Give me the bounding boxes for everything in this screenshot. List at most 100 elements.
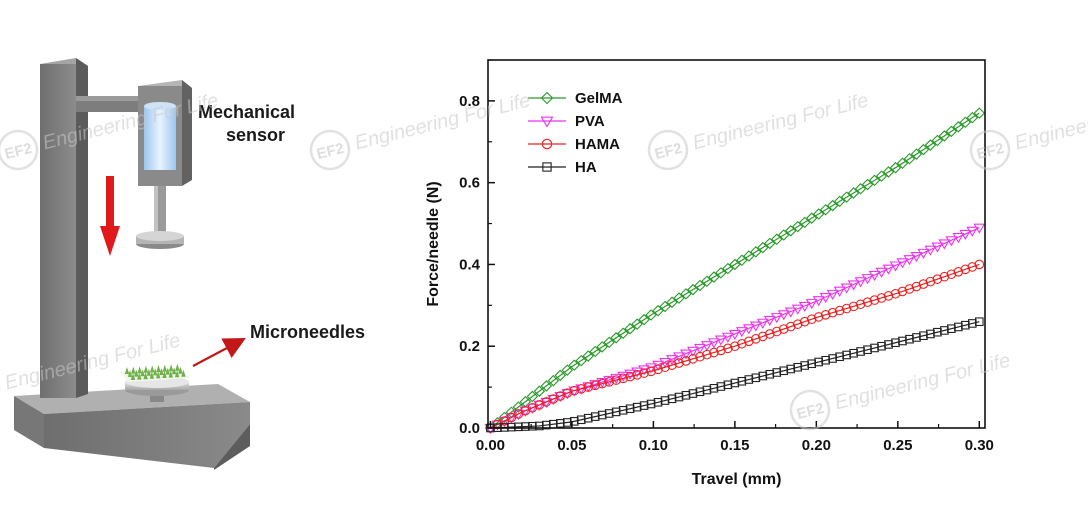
series-pva (484, 223, 986, 435)
data-point (938, 130, 951, 142)
data-point (735, 327, 748, 338)
data-point (708, 271, 720, 283)
legend-item-gelma: GelMA (528, 90, 623, 107)
data-point (569, 385, 580, 396)
data-point (666, 296, 678, 309)
data-point (945, 125, 958, 138)
series-gelma (484, 107, 986, 434)
data-point (833, 195, 846, 208)
data-point (847, 280, 860, 291)
sensor-housing (138, 80, 192, 186)
data-point (897, 286, 908, 297)
data-point (632, 370, 642, 380)
y-tick-label: 0.2 (459, 338, 480, 355)
data-point (660, 362, 670, 373)
data-point (959, 229, 972, 241)
data-point (673, 292, 685, 304)
legend: GelMA PVA HAMA HA (528, 90, 623, 176)
plot-frame (487, 59, 986, 429)
data-point (730, 341, 740, 352)
legend-item-ha: HA (528, 159, 597, 176)
data-point (924, 245, 937, 256)
data-point (667, 360, 677, 370)
microneedles-label: Microneedles (250, 322, 365, 342)
data-point (540, 380, 553, 392)
data-point (561, 364, 574, 376)
watermark-text: Engineering For Life (353, 89, 533, 154)
data-point (882, 264, 895, 275)
data-point (701, 275, 713, 288)
microneedle (150, 365, 155, 373)
data-point (693, 343, 706, 355)
data-point (791, 304, 804, 315)
microneedle (143, 372, 148, 380)
data-point (938, 239, 951, 250)
y-axis-title: Force/needle (N) (425, 181, 442, 306)
watermark-text: Engineering For Life (1013, 89, 1088, 154)
data-point (903, 152, 916, 165)
watermark-logo-icon (309, 129, 351, 171)
data-point (848, 301, 859, 312)
data-point (974, 317, 984, 326)
data-point (869, 295, 880, 305)
data-point (959, 116, 972, 129)
x-axis-title: Travel (mm) (692, 471, 782, 488)
apparatus-column (40, 58, 88, 398)
y-tick-label: 0.8 (459, 93, 480, 110)
data-point (541, 138, 553, 150)
data-point (827, 307, 838, 318)
data-point (799, 316, 810, 327)
data-point (847, 187, 860, 199)
x-tick-label: 0.15 (720, 437, 749, 454)
data-point (742, 324, 755, 335)
data-point (778, 324, 789, 334)
data-point (695, 351, 705, 362)
data-point (791, 220, 804, 233)
data-point (784, 225, 797, 237)
data-point (758, 331, 768, 342)
data-point (889, 161, 902, 174)
data-point (813, 312, 824, 322)
data-point (918, 279, 929, 289)
data-point (542, 162, 552, 172)
data-point (757, 241, 769, 254)
watermark-logo-text: EF2 (653, 140, 684, 163)
data-point (945, 236, 958, 247)
chart-marks (484, 107, 986, 435)
data-point (973, 223, 986, 234)
data-point (721, 332, 734, 343)
data-point (952, 121, 965, 133)
data-point (681, 356, 691, 366)
data-point (946, 269, 957, 280)
data-point (744, 336, 754, 347)
data-point (631, 318, 643, 330)
data-point (653, 364, 663, 375)
data-point (770, 233, 783, 245)
data-point (890, 288, 901, 299)
data-point (533, 385, 546, 397)
data-point (798, 301, 811, 313)
data-point (819, 203, 832, 216)
microneedle (178, 366, 183, 374)
data-point (611, 375, 621, 385)
data-point (673, 352, 685, 363)
data-point (590, 380, 600, 391)
data-point (910, 251, 923, 263)
microneedle (165, 367, 170, 375)
microneedle (175, 363, 180, 371)
watermark-logo-icon (969, 129, 1011, 171)
microneedle (153, 368, 158, 376)
microneedle (159, 368, 164, 375)
data-point (932, 274, 943, 284)
microneedle (171, 367, 177, 375)
data-point (764, 237, 776, 250)
x-tick-label: 0.30 (965, 437, 994, 454)
data-point (868, 174, 881, 187)
data-point (680, 349, 692, 360)
data-point (646, 366, 656, 377)
data-point (694, 279, 706, 292)
red-arrow-icon (100, 176, 120, 256)
microneedle (124, 367, 130, 374)
watermark: EF2 Engineering For Life (309, 89, 533, 171)
legend-label: HA (575, 159, 597, 176)
